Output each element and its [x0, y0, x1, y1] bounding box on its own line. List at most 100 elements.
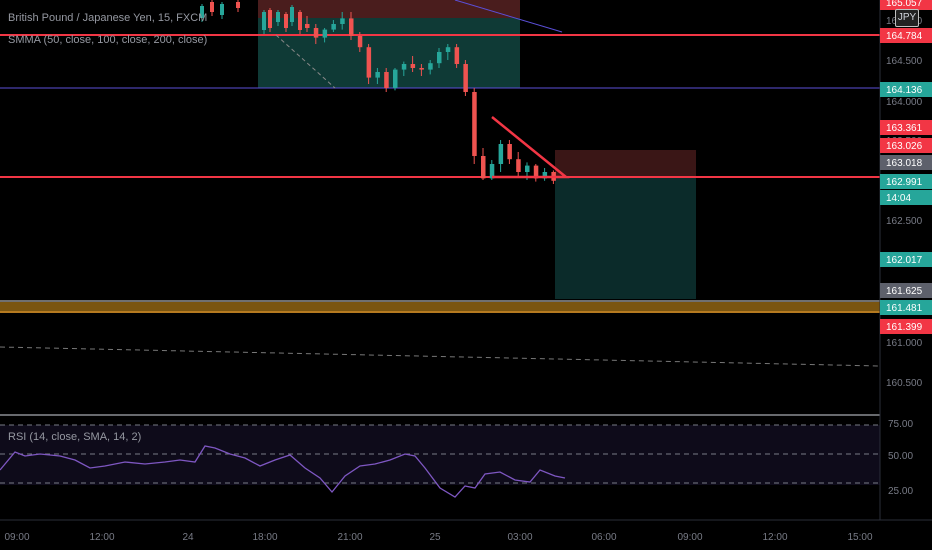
time-tick-label: 12:00 [89, 532, 114, 543]
target-zone-2 [555, 177, 696, 299]
candle-body [322, 29, 328, 38]
candle-body [284, 14, 288, 28]
price-tag-label: 162.017 [886, 255, 923, 266]
time-tick-label: 06:00 [591, 532, 616, 543]
indicator-legend: SMMA (50, close, 100, close, 200, close) [8, 34, 208, 46]
candle-body [428, 63, 433, 70]
price-tag-label: 161.625 [886, 286, 923, 297]
rsi-indicator [0, 424, 880, 498]
rsi-legend: RSI (14, close, SMA, 14, 2) [8, 431, 142, 443]
price-tag [880, 300, 932, 315]
descending-triangle [491, 116, 570, 179]
candle-body [498, 144, 504, 164]
currency-badge[interactable]: JPY [895, 9, 919, 27]
time-tick-label: 12:00 [762, 532, 787, 543]
smma-200-line [0, 346, 881, 367]
price-tick-label: 160.500 [886, 378, 923, 389]
candle-body [542, 172, 548, 179]
candle-body [366, 47, 372, 78]
candle-body [393, 69, 398, 88]
candle-body [507, 144, 512, 160]
time-tick-label: 15:00 [847, 532, 872, 543]
price-tag [880, 82, 932, 97]
price-tag [880, 174, 932, 189]
candle-body [472, 92, 477, 156]
price-tick-label: 164.500 [886, 56, 923, 67]
candle-body [349, 18, 354, 36]
rsi-band [0, 425, 880, 485]
price-tag [880, 319, 932, 334]
price-tag [880, 155, 932, 170]
price-tag-label: 163.018 [886, 158, 923, 169]
candle-body [463, 64, 468, 92]
candle-body [375, 72, 380, 78]
candlestick-series [200, 0, 556, 184]
candle-body [489, 164, 495, 179]
candle-body [340, 18, 345, 24]
price-tick-label: 161.000 [886, 338, 923, 349]
candle-body [419, 68, 424, 70]
time-tick-label: 03:00 [507, 532, 532, 543]
candle-body [516, 159, 521, 172]
price-tag-label: 164.784 [886, 31, 923, 42]
trend-drawings [275, 0, 570, 179]
price-tag-label: 163.361 [886, 123, 923, 134]
horizontal-levels [0, 34, 881, 416]
price-tag [880, 0, 932, 10]
price-tag-label: 163.026 [886, 141, 923, 152]
rsi-tick-label: 75.00 [888, 419, 913, 430]
candle-body [481, 156, 486, 179]
stop-zone-1 [258, 0, 520, 18]
candle-body [220, 4, 224, 15]
price-tag [880, 28, 932, 43]
candle-body [401, 64, 407, 70]
candle-body [210, 2, 214, 12]
chart-title: British Pound / Japanese Yen, 15, FXCM [8, 12, 208, 24]
candle-body [437, 52, 442, 64]
trend-line-purple [454, 0, 563, 33]
candle-body [525, 165, 530, 172]
time-tick-label: 24 [182, 532, 194, 543]
time-tick-label: 18:00 [252, 532, 277, 543]
price-tag-label: 161.481 [886, 303, 923, 314]
candle-body [454, 47, 460, 64]
candle-body [305, 24, 310, 28]
price-tag-label: 14:04 [886, 193, 911, 204]
rsi-tick-label: 25.00 [888, 486, 913, 497]
projection-line [275, 34, 336, 89]
candle-body [268, 10, 272, 28]
position-zones [0, 0, 880, 313]
candle-body [200, 6, 204, 18]
price-tag-label: 165.057 [886, 0, 923, 9]
time-tick-label: 21:00 [337, 532, 362, 543]
candle-body [445, 47, 451, 52]
candle-body [357, 36, 363, 48]
candle-body [276, 12, 280, 22]
candle-body [236, 2, 240, 8]
price-tag [880, 283, 932, 298]
candle-body [290, 7, 294, 22]
price-tag-label: 161.399 [886, 322, 923, 333]
target-zone-1 [258, 18, 520, 88]
time-tick-label: 09:00 [4, 532, 29, 543]
rsi-tick-label: 50.00 [888, 451, 913, 462]
candle-body [313, 28, 319, 38]
stop-zone-2 [555, 150, 696, 177]
price-tag-label: 162.991 [886, 177, 923, 188]
price-tag-label: 164.136 [886, 85, 923, 96]
price-tag [880, 252, 932, 267]
candle-body [384, 72, 389, 88]
time-tick-label: 09:00 [677, 532, 702, 543]
price-tag [880, 138, 932, 153]
candle-body [410, 64, 416, 68]
time-tick-label: 25 [429, 532, 441, 543]
price-tick-label: 162.500 [886, 216, 923, 227]
rsi-line [0, 445, 566, 498]
candle-body [533, 165, 539, 179]
candle-body [298, 12, 302, 30]
support-band [0, 302, 880, 313]
price-tag [880, 120, 932, 135]
candle-body [262, 12, 266, 30]
